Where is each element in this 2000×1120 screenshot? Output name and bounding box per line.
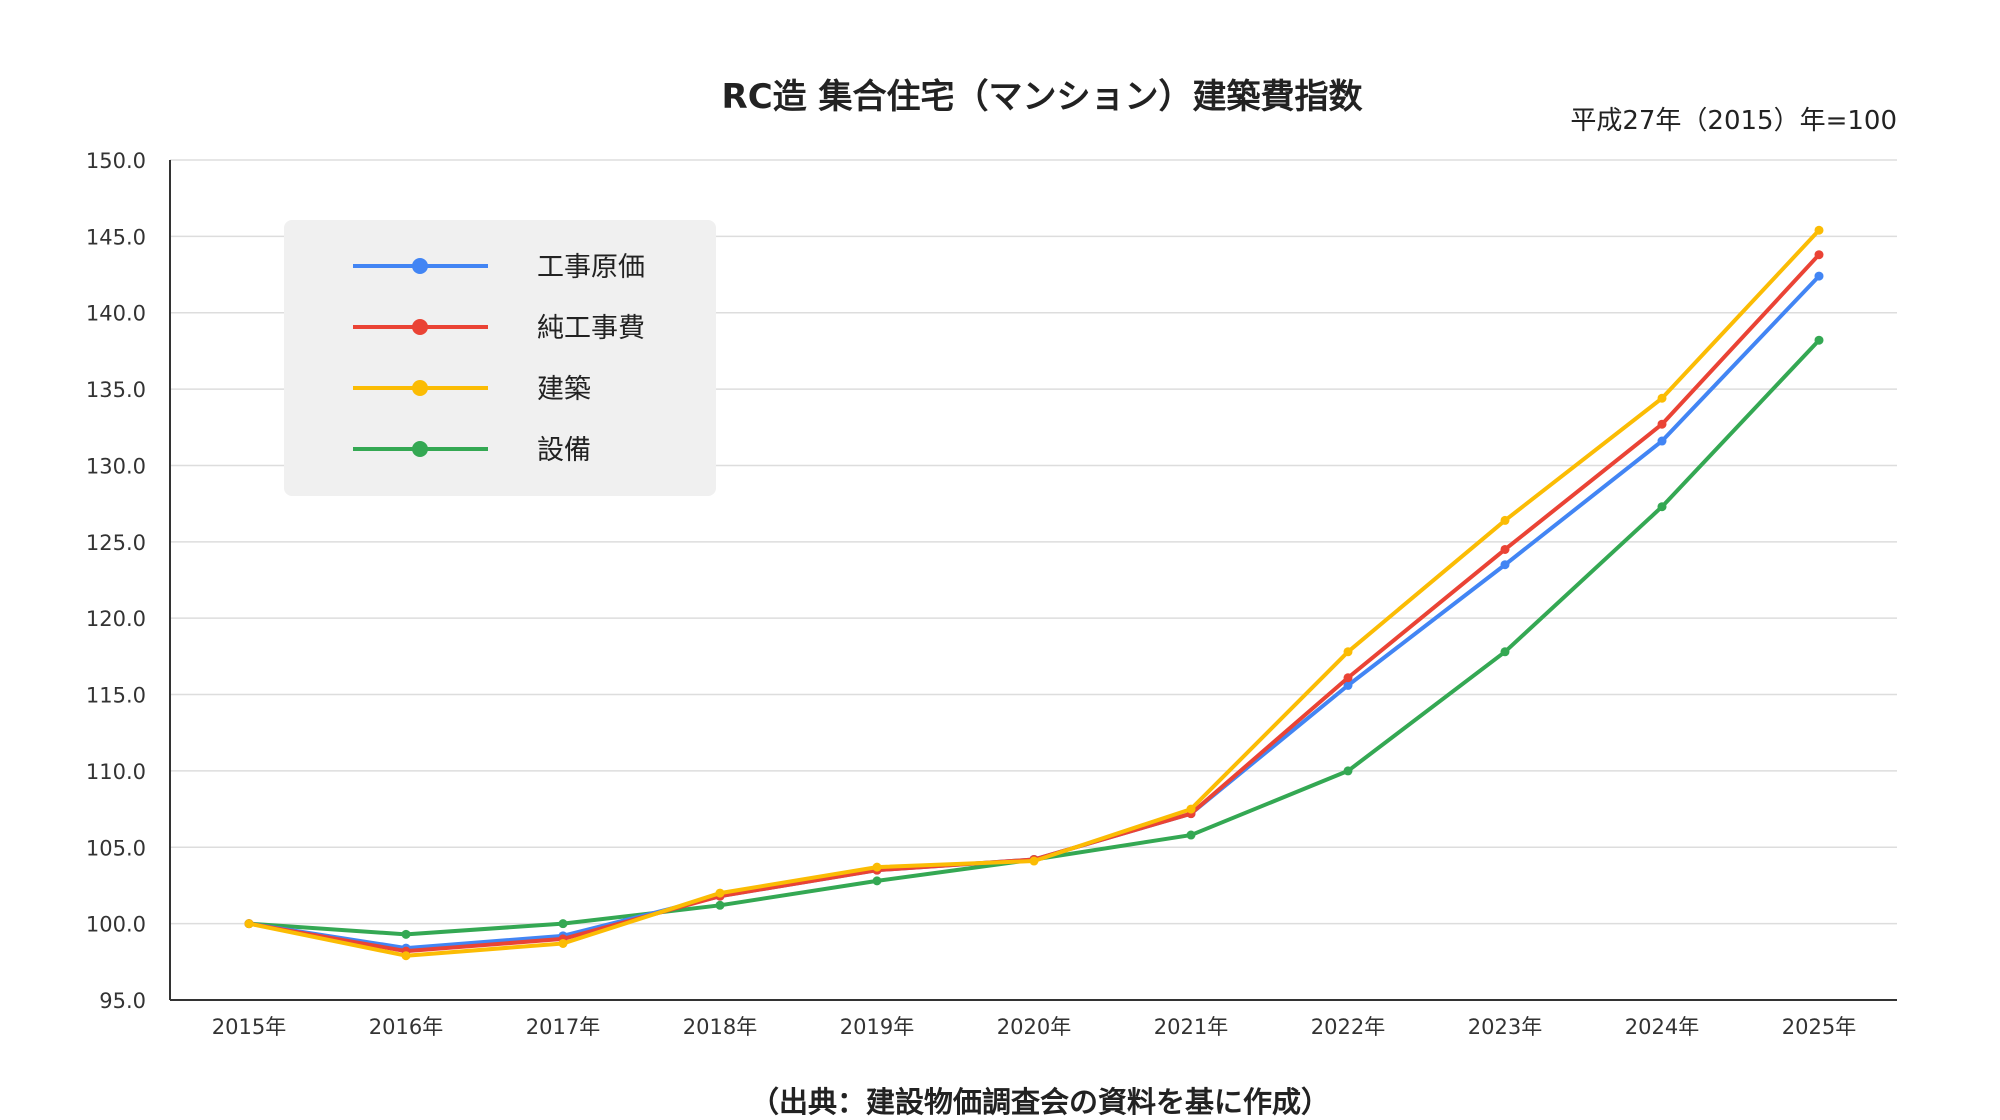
legend-swatch-marker xyxy=(412,380,428,396)
data-point xyxy=(1029,856,1039,866)
y-tick-label: 140.0 xyxy=(86,302,146,326)
series-3 xyxy=(244,225,1824,961)
data-point xyxy=(1814,335,1824,345)
data-point xyxy=(1343,766,1353,776)
x-tick-label: 2024年 xyxy=(1625,1015,1699,1039)
legend-background xyxy=(284,220,716,496)
data-point xyxy=(1500,515,1510,525)
data-point xyxy=(1500,647,1510,657)
data-point xyxy=(1657,502,1667,512)
x-tick-label: 2015年 xyxy=(212,1015,286,1039)
data-point xyxy=(1814,225,1824,235)
y-tick-label: 135.0 xyxy=(86,378,146,402)
legend-label: 設備 xyxy=(537,435,591,466)
data-point xyxy=(244,919,254,929)
data-point xyxy=(1500,560,1510,570)
legend-label: 純工事費 xyxy=(537,313,645,344)
legend-swatch-marker xyxy=(412,441,428,457)
x-tick-label: 2025年 xyxy=(1782,1015,1856,1039)
y-tick-label: 120.0 xyxy=(86,607,146,631)
chart-title: RC造 集合住宅（マンション）建築費指数 xyxy=(722,77,1363,117)
base-year-note: 平成27年（2015）年=100 xyxy=(1570,106,1897,136)
x-axis-tick-labels: 2015年 2016年 2017年 2018年 2019年 2020年 2021年 2022年… xyxy=(212,1015,1856,1039)
x-tick-label: 2018年 xyxy=(683,1015,757,1039)
legend-label: 工事原価 xyxy=(537,252,645,283)
data-point xyxy=(715,900,725,910)
data-point xyxy=(872,876,882,886)
data-point xyxy=(1186,830,1196,840)
data-point xyxy=(1657,393,1667,403)
data-point xyxy=(1814,250,1824,260)
legend-item: 建築 xyxy=(353,374,591,405)
y-tick-label: 105.0 xyxy=(86,836,146,860)
y-tick-label: 110.0 xyxy=(86,760,146,784)
data-point xyxy=(1343,647,1353,657)
data-point xyxy=(401,929,411,939)
x-tick-label: 2020年 xyxy=(997,1015,1071,1039)
source-note: （出典：建設物価調査会の資料を基に作成） xyxy=(750,1085,1330,1119)
legend-item: 純工事費 xyxy=(353,313,645,344)
data-point xyxy=(872,862,882,872)
y-axis-tick-labels: 150.0 145.0 140.0 135.0 130.0 125.0 120.0 115.0… xyxy=(86,149,146,1013)
data-point xyxy=(1657,436,1667,446)
data-point xyxy=(558,919,568,929)
y-tick-label: 130.0 xyxy=(86,454,146,478)
x-tick-label: 2019年 xyxy=(840,1015,914,1039)
data-point xyxy=(1343,680,1353,690)
legend-item: 設備 xyxy=(353,435,591,466)
legend-swatch-marker xyxy=(412,258,428,274)
data-point xyxy=(1500,544,1510,554)
x-tick-label: 2023年 xyxy=(1468,1015,1542,1039)
y-tick-label: 115.0 xyxy=(86,684,146,708)
y-tick-label: 100.0 xyxy=(86,913,146,937)
y-tick-label: 145.0 xyxy=(86,225,146,249)
data-point xyxy=(1343,673,1353,683)
legend-label: 建築 xyxy=(537,374,591,405)
x-tick-label: 2017年 xyxy=(526,1015,600,1039)
data-point xyxy=(1814,271,1824,281)
x-tick-label: 2022年 xyxy=(1311,1015,1385,1039)
x-tick-label: 2016年 xyxy=(369,1015,443,1039)
legend-swatch-marker xyxy=(412,319,428,335)
y-tick-label: 150.0 xyxy=(86,149,146,173)
x-tick-label: 2021年 xyxy=(1154,1015,1228,1039)
data-point xyxy=(715,888,725,898)
series-lines xyxy=(244,225,1824,961)
data-point xyxy=(558,938,568,948)
y-tick-label: 95.0 xyxy=(99,989,146,1013)
data-point xyxy=(1186,804,1196,814)
legend-item: 工事原価 xyxy=(353,252,645,283)
y-tick-label: 125.0 xyxy=(86,531,146,555)
data-point xyxy=(1657,419,1667,429)
data-point xyxy=(401,951,411,961)
